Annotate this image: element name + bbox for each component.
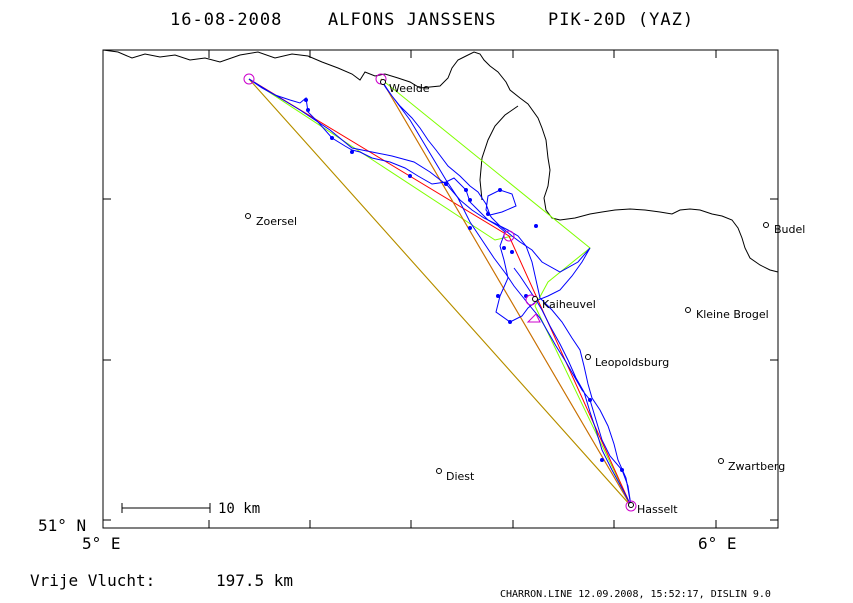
distance-label: Vrije Vlucht:: [30, 571, 155, 590]
map-frame: [102, 49, 779, 529]
flight-date: 16-08-2008: [170, 10, 282, 30]
lat-label: 51° N: [38, 516, 86, 535]
town-label: Zwartberg: [728, 460, 785, 473]
town-label: Weelde: [389, 82, 430, 95]
turnpoint-hasselt: [625, 500, 637, 512]
distance-value: 197.5 km: [216, 571, 293, 590]
country-border: [102, 49, 779, 273]
town-zoersel: Zoersel: [245, 213, 297, 228]
town-label: Leopoldsburg: [595, 356, 669, 369]
town-kleine-brogel: Kleine Brogel: [685, 307, 769, 321]
turnpoint-central: [503, 230, 515, 242]
town-budel: Budel: [763, 222, 805, 236]
town-hasselt: Hasselt: [628, 502, 678, 516]
leg-orange-2: [380, 78, 632, 507]
finish-triangle: [526, 313, 541, 323]
lon-label-5e: 5° E: [82, 534, 121, 553]
glider-type: PIK-20D (YAZ): [548, 10, 694, 30]
leg-orange: [248, 78, 632, 507]
town-zwartberg: Zwartberg: [718, 458, 785, 473]
flight-track-return: [248, 78, 632, 507]
town-label: Budel: [774, 223, 805, 236]
turnpoint-start-west: [243, 73, 255, 85]
town-label: Hasselt: [637, 503, 678, 516]
scale-bar: [121, 503, 211, 513]
border-arm: [479, 105, 519, 201]
flight-track: [248, 78, 632, 507]
lon-label-6e: 6° E: [698, 534, 737, 553]
town-label: Kleine Brogel: [696, 308, 769, 321]
town-label: Diest: [446, 470, 475, 483]
pilot-name: ALFONS JANSSENS: [328, 10, 497, 30]
town-diest: Diest: [436, 468, 475, 483]
task-legs: [248, 78, 632, 507]
leg-green-inner: [248, 78, 513, 241]
scale-label: 10 km: [218, 501, 260, 517]
town-label: Zoersel: [256, 215, 297, 228]
towns: Weelde Zoersel Budel Kaiheuvel Kleine Br…: [245, 79, 805, 516]
footer-credit: CHARRON.LINE 12.09.2008, 15:52:17, DISLI…: [500, 589, 771, 600]
town-weelde: Weelde: [380, 79, 430, 95]
town-label: Kaiheuvel: [542, 298, 596, 311]
town-leopoldsburg: Leopoldsburg: [585, 354, 669, 369]
town-kaiheuvel: Kaiheuvel: [532, 296, 596, 311]
